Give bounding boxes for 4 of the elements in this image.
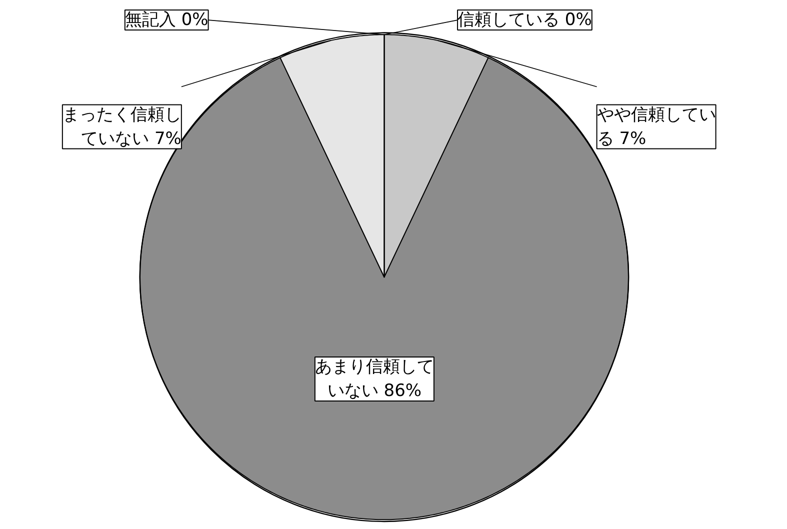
slice-label: まったく信頼していない 7% — [62, 104, 182, 149]
legend-label: 信頼している 0% — [458, 10, 592, 30]
category-label: 無記入 0% — [124, 10, 208, 30]
slice-label: あまり信頼していない 86% — [314, 356, 434, 401]
